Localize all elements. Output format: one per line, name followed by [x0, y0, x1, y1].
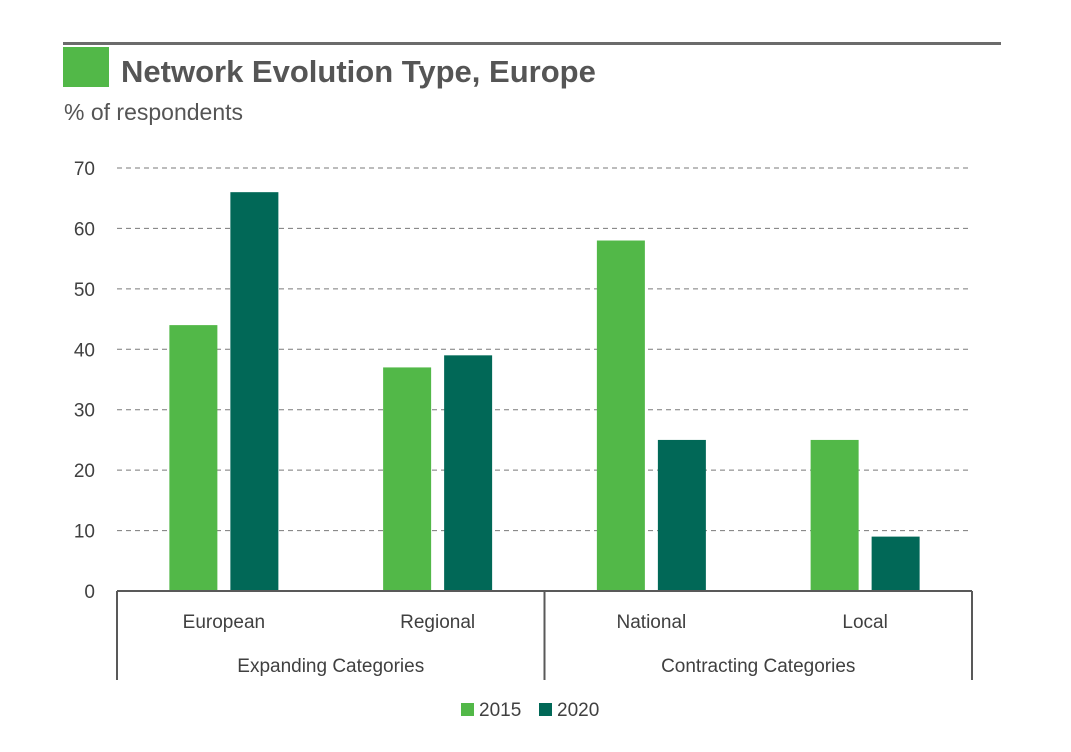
x-group-label: Contracting Categories: [661, 656, 855, 677]
title-rule: [63, 42, 1001, 45]
bar-national-2015: [596, 240, 645, 591]
y-tick-label: 30: [74, 401, 95, 422]
x-tick-label: Regional: [400, 612, 475, 633]
bar-european-2020: [230, 192, 279, 591]
y-tick-label: 70: [74, 159, 95, 180]
legend-swatch-2020: [539, 703, 552, 716]
bar-european-2015: [169, 325, 218, 591]
y-axis-tick-labels: 0 10 20 30 40 50 60 70: [74, 159, 95, 603]
y-tick-label: 60: [74, 219, 95, 240]
y-tick-label: 40: [74, 340, 95, 361]
chart-title: Network Evolution Type, Europe: [121, 54, 596, 89]
y-tick-label: 20: [74, 461, 95, 482]
bar-regional-2020: [444, 355, 493, 591]
x-tick-label: European: [183, 612, 265, 633]
legend: 2015 2020: [461, 700, 599, 721]
y-tick-label: 50: [74, 280, 95, 301]
bar-local-2020: [871, 536, 920, 591]
legend-label-2020: 2020: [557, 700, 599, 721]
x-group-label: Expanding Categories: [237, 656, 424, 677]
bar-regional-2015: [383, 367, 432, 591]
chart-subtitle: % of respondents: [64, 99, 244, 125]
legend-swatch-2015: [461, 703, 474, 716]
bars: [169, 192, 920, 591]
y-tick-label: 10: [74, 522, 95, 543]
x-tick-label: National: [617, 612, 687, 633]
title-accent-square: [63, 47, 109, 87]
y-tick-label: 0: [84, 582, 95, 603]
bar-national-2020: [657, 439, 706, 591]
x-axis: European Regional National Local Expanding C…: [116, 590, 973, 680]
legend-label-2015: 2015: [479, 700, 521, 721]
x-tick-label: Local: [842, 612, 887, 633]
bar-local-2015: [810, 439, 859, 591]
